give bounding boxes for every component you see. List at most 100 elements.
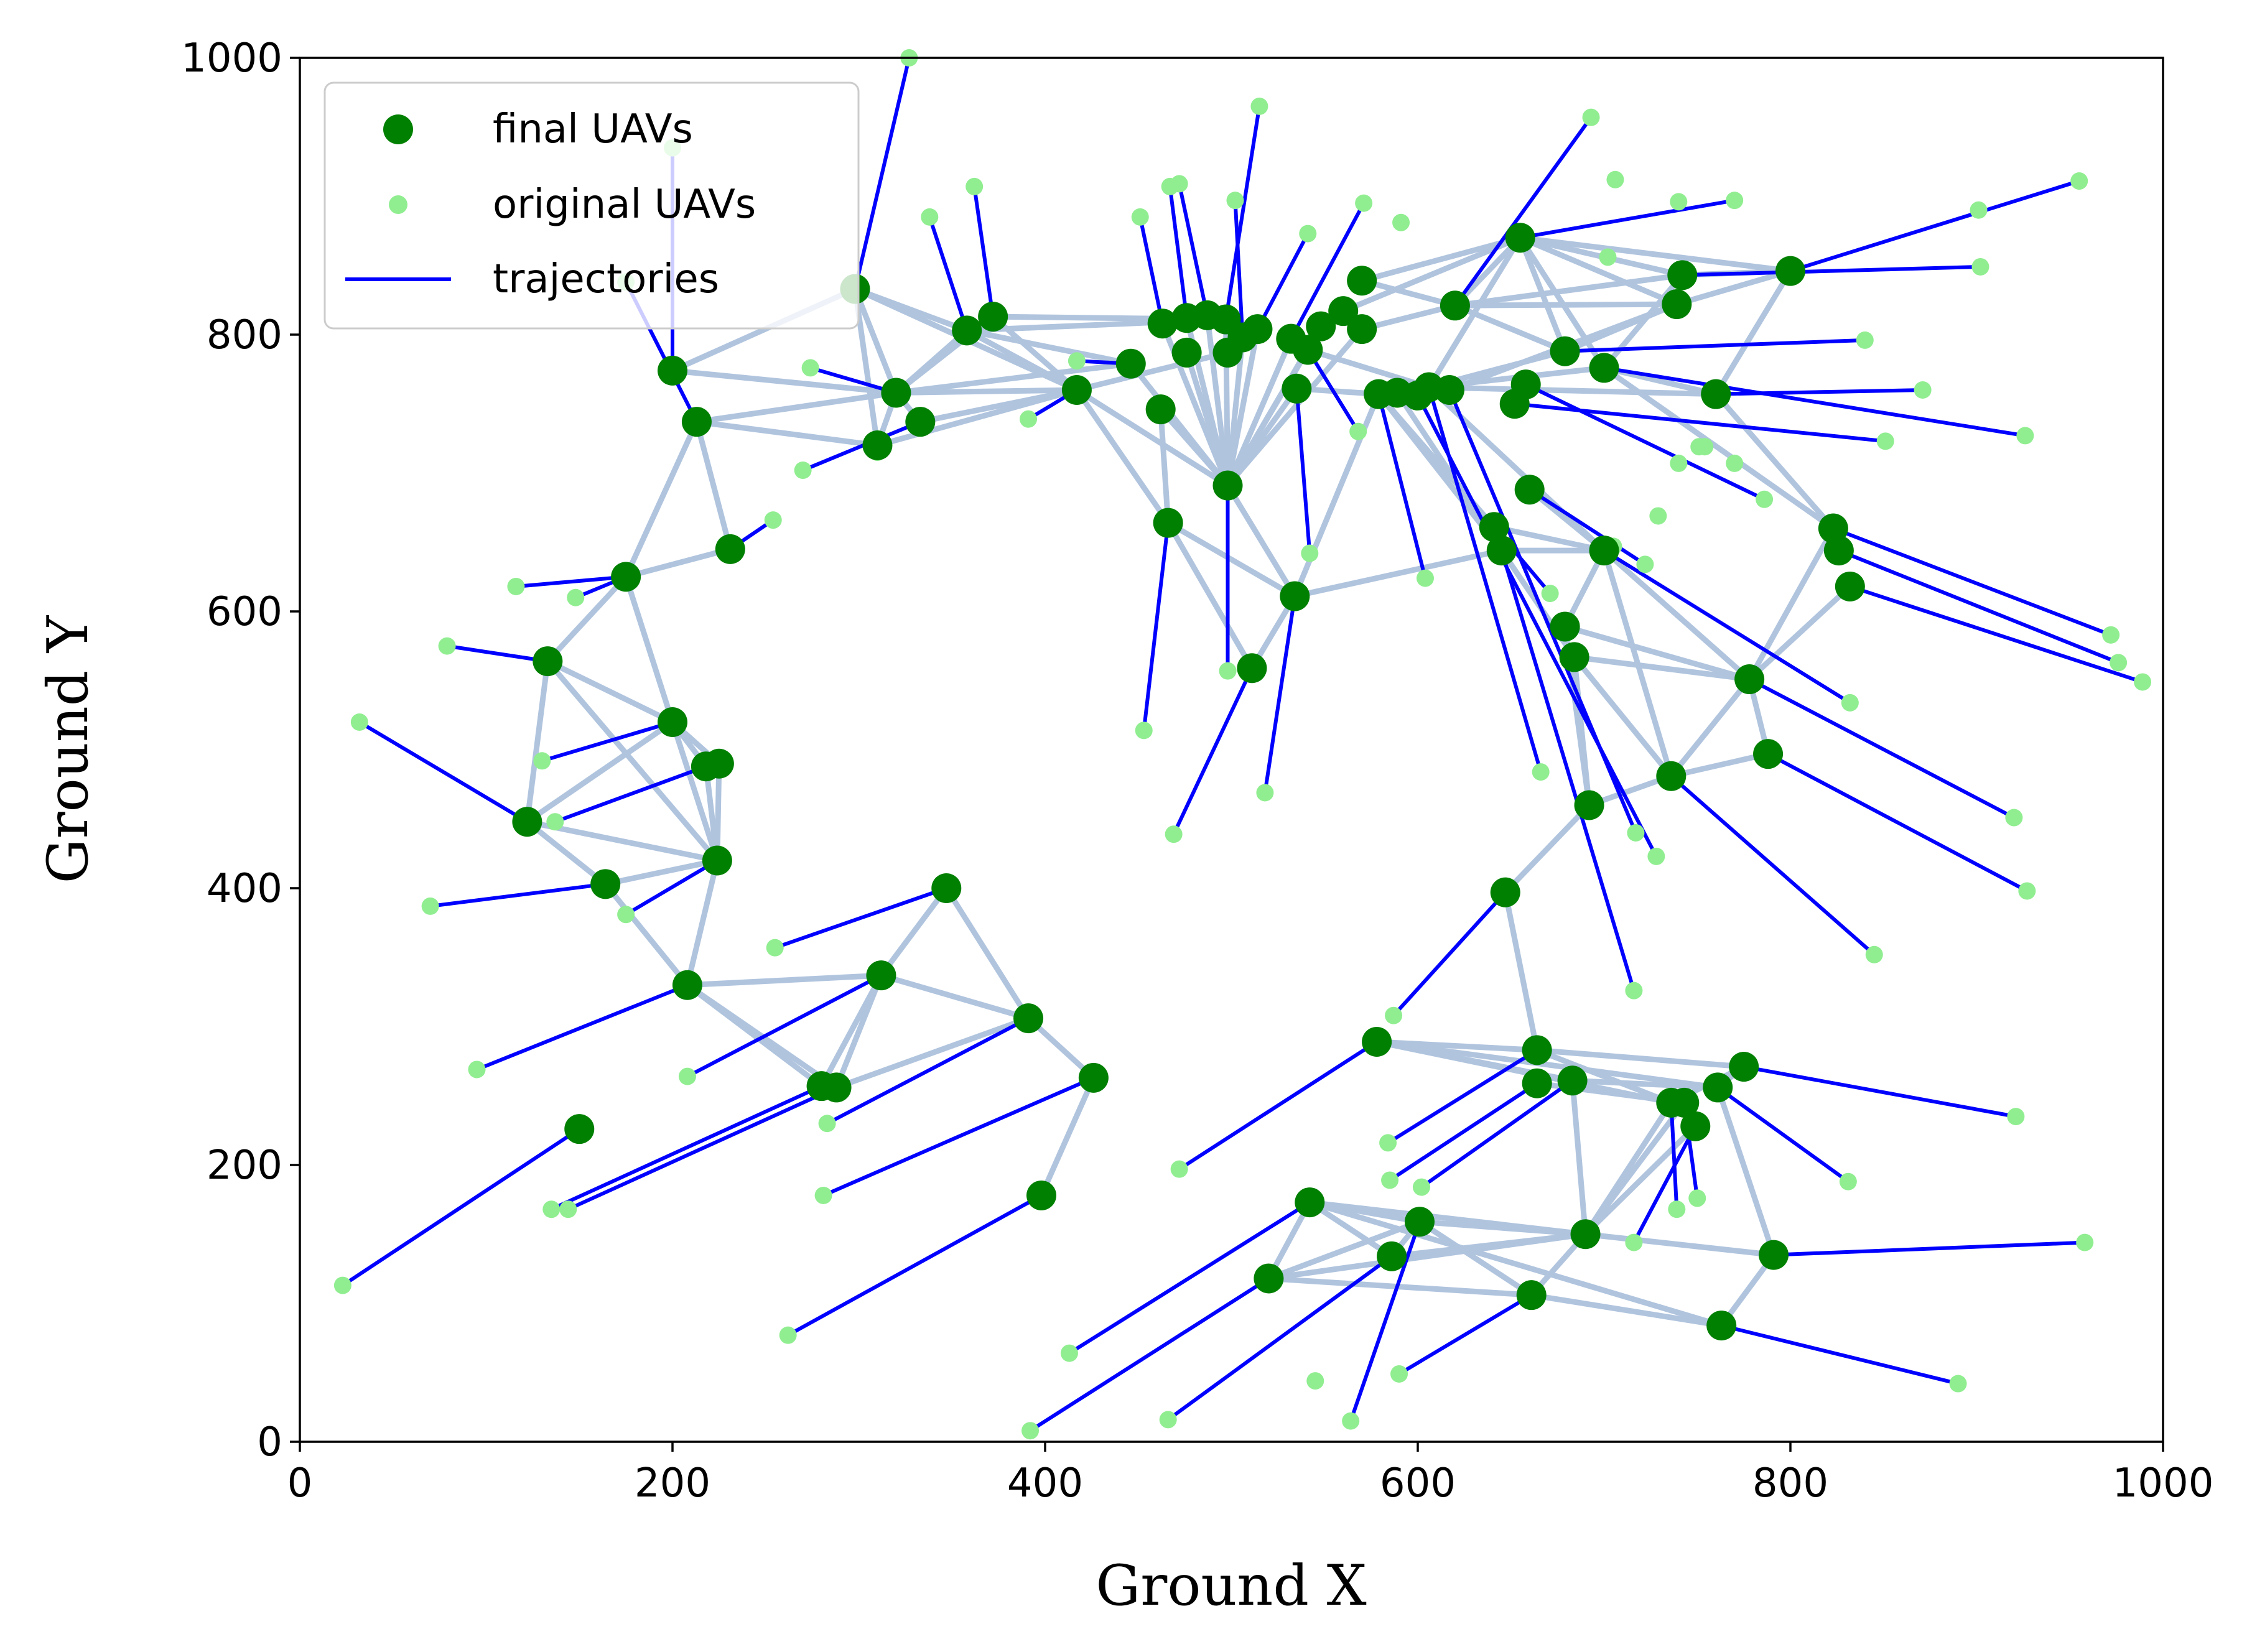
original-uav-point (1379, 1134, 1397, 1152)
communication-link (1165, 520, 1255, 671)
communication-link (1562, 623, 1752, 682)
trajectory-line (1389, 1082, 1538, 1182)
final-uav-point (1703, 1072, 1733, 1103)
communication-link (1374, 1039, 1721, 1090)
final-uav-point (512, 807, 542, 837)
final-uav-point (952, 315, 982, 346)
x-tick-label: 1000 (2113, 1460, 2214, 1506)
original-uav-point (1349, 422, 1367, 440)
final-uav-point (681, 407, 712, 437)
communication-link (669, 368, 899, 396)
trajectory-line (1233, 200, 1245, 338)
final-uav-point (1282, 373, 1312, 404)
final-uav-point (866, 960, 896, 991)
original-uav-point (1599, 248, 1617, 266)
original-uav-point (1060, 1344, 1078, 1362)
communication-link (1184, 350, 1231, 489)
x-tick-label: 600 (1380, 1460, 1456, 1506)
communication-link (1528, 1292, 1724, 1329)
communication-link (964, 327, 1134, 367)
trajectory-line (1166, 1255, 1393, 1421)
trajectory-line (1716, 1085, 1850, 1184)
trajectory-line (1514, 402, 1886, 443)
final-uav-point (1026, 1180, 1057, 1210)
communication-link (1502, 802, 1593, 896)
original-uav-point (678, 1067, 696, 1085)
communication-link (1426, 234, 1524, 391)
y-tick-label: 0 (257, 1419, 282, 1465)
communication-link (1713, 391, 1836, 531)
trajectory-line (1295, 388, 1312, 554)
final-uav-point (704, 748, 734, 779)
final-uav-point (1328, 296, 1359, 327)
communication-link (1074, 350, 1231, 393)
trajectory-line (1832, 526, 2112, 637)
final-uav-point (881, 378, 911, 408)
final-uav-point (564, 1114, 595, 1144)
communication-link (1583, 1100, 1687, 1237)
original-uav-point (814, 1186, 832, 1204)
trajectory-line (853, 57, 911, 290)
trajectory-line (541, 720, 673, 763)
trajectory-line (430, 882, 606, 908)
original-uav-point (801, 359, 819, 377)
trajectory-line (1138, 216, 1165, 324)
original-uav-point (2005, 809, 2023, 827)
final-uav-point (1522, 1035, 1552, 1065)
communication-link (694, 419, 880, 448)
communication-link (1426, 384, 1719, 397)
original-uav-point (764, 511, 782, 529)
communication-link (1601, 547, 1752, 682)
original-uav-point (617, 906, 635, 924)
final-uav-point (1115, 348, 1146, 379)
original-uav-point (1625, 981, 1643, 1000)
x-tick-label: 400 (1007, 1460, 1083, 1506)
communication-link (1601, 364, 1836, 531)
communication-link (1158, 406, 1231, 489)
final-uav-point (1295, 1187, 1325, 1218)
trajectory-line (1177, 183, 1209, 316)
original-uav-point (1649, 507, 1667, 525)
original-uav-point (1381, 1171, 1399, 1189)
final-uav-point (1559, 642, 1589, 672)
communication-link (1074, 387, 1171, 526)
y-tick-label: 400 (207, 866, 282, 912)
original-uav-point (2076, 1233, 2094, 1251)
communication-link (1265, 1231, 1589, 1281)
trajectory-line (516, 575, 626, 588)
communication-link (834, 972, 884, 1090)
communication-link (1158, 406, 1171, 526)
communication-link (1601, 272, 1685, 371)
communication-link (1359, 234, 1524, 284)
trajectory-line (802, 420, 921, 472)
final-uav-point (1522, 1068, 1552, 1098)
communication-link (602, 858, 720, 887)
final-uav-point (1061, 375, 1092, 405)
original-uav-point (1135, 722, 1153, 740)
original-uav-point (2110, 654, 2128, 672)
communication-link (1583, 1123, 1698, 1237)
final-uav-point (611, 562, 641, 592)
legend-final-marker (383, 114, 413, 144)
communication-link (1204, 312, 1231, 489)
original-uav-point (1606, 170, 1624, 188)
final-uav-point (1347, 266, 1377, 296)
original-uav-point (965, 177, 984, 195)
original-uav-point (333, 1276, 351, 1294)
original-uav-point (1412, 1178, 1430, 1196)
original-uav-point (1582, 108, 1600, 126)
communication-link (1452, 234, 1524, 309)
trajectory-line (1453, 116, 1593, 307)
communication-link (714, 761, 722, 863)
trajectory-line (1029, 1276, 1270, 1432)
communication-link (852, 286, 899, 396)
final-uav-point (590, 869, 621, 899)
communication-link (1583, 1231, 1777, 1258)
communication-link (878, 885, 949, 978)
legend-trajectory-label: trajectories (493, 256, 719, 302)
final-uav-point (1514, 475, 1545, 505)
original-uav-point (818, 1115, 836, 1133)
original-uav-point (1159, 1411, 1177, 1429)
communication-link (544, 658, 676, 725)
